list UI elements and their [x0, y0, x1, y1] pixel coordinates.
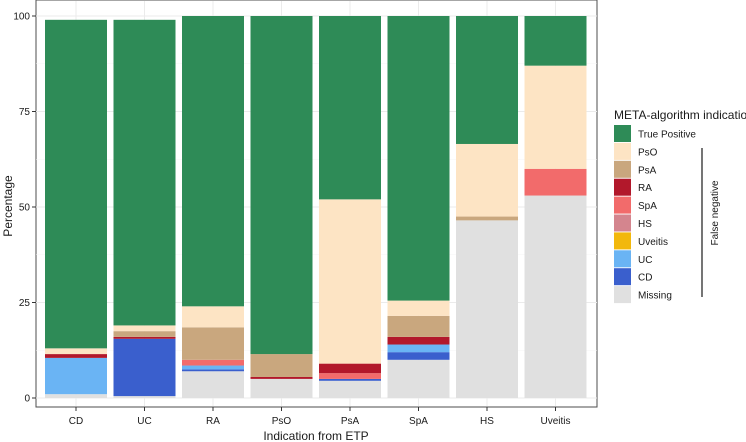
bar-segment — [250, 354, 313, 377]
y-tick-label: 100 — [13, 12, 30, 23]
bar-segment — [113, 19, 176, 326]
x-tick-label: PsA — [341, 416, 360, 427]
legend-swatch — [614, 125, 631, 142]
bar-segment — [250, 16, 313, 355]
bar-segment — [45, 348, 107, 355]
bar-segment — [319, 378, 381, 381]
legend-label: UC — [638, 255, 652, 266]
bar-segment — [387, 16, 450, 301]
bar-segment — [113, 336, 176, 339]
bar-segment — [319, 373, 381, 379]
bar-segment — [182, 327, 244, 360]
bar-segment — [387, 300, 450, 316]
bar-segment — [524, 65, 587, 169]
legend-swatch — [614, 250, 631, 268]
bar-segment — [456, 143, 518, 217]
legend-swatch — [614, 196, 631, 214]
x-tick-label: Uveitis — [540, 416, 570, 427]
y-tick-label: 25 — [19, 298, 31, 309]
legend-label: True Positive — [638, 130, 696, 141]
legend-label: PsO — [638, 147, 658, 158]
legend-swatch — [614, 286, 631, 304]
legend: META-algorithm indication False negative… — [614, 108, 746, 304]
legend-title: META-algorithm indication — [614, 108, 746, 122]
bar-segment — [387, 352, 450, 360]
legend-bracket-label: False negative — [710, 180, 721, 245]
x-tick-label: CD — [69, 416, 83, 427]
bar-segment — [456, 220, 518, 398]
bar-segment — [45, 357, 107, 395]
bar-segment — [45, 354, 107, 358]
legend-swatch — [614, 178, 631, 196]
legend-label: RA — [638, 183, 652, 194]
x-axis-title: Indication from ETP — [263, 429, 368, 442]
legend-label: Missing — [638, 291, 672, 302]
legend-swatch — [614, 214, 631, 232]
x-tick-label: HS — [480, 416, 494, 427]
x-axis: CD UC RA PsO PsA SpA HS Uveitis — [69, 407, 571, 427]
bar-segment — [387, 359, 450, 398]
x-tick-label: UC — [137, 416, 151, 427]
bar-segment — [319, 380, 381, 398]
y-tick-label: 50 — [19, 203, 31, 214]
bar-segment — [524, 168, 587, 196]
bars — [45, 16, 587, 398]
y-tick-label: 75 — [19, 107, 31, 118]
bar-segment — [456, 216, 518, 221]
legend-swatch — [614, 232, 631, 250]
bar-segment — [182, 371, 244, 398]
bar-segment — [182, 306, 244, 328]
bar-segment — [456, 16, 518, 144]
legend-label: HS — [638, 219, 652, 230]
bar-segment — [182, 16, 244, 307]
bar-segment — [250, 376, 313, 379]
bar-segment — [387, 344, 450, 353]
bar-segment — [387, 336, 450, 345]
bar-segment — [387, 315, 450, 337]
legend-label: CD — [638, 273, 652, 284]
legend-label: Uveitis — [638, 237, 668, 248]
x-tick-label: SpA — [409, 416, 428, 427]
y-tick-label: 0 — [24, 394, 30, 405]
legend-swatch — [614, 268, 631, 286]
x-tick-label: PsO — [272, 416, 292, 427]
bar-segment — [182, 369, 244, 372]
bar-segment — [45, 19, 107, 349]
legend-swatch — [614, 160, 631, 178]
bar-segment — [524, 195, 587, 398]
y-axis-title: Percentage — [1, 175, 15, 237]
x-tick-label: RA — [206, 416, 220, 427]
bar-segment — [319, 199, 381, 364]
y-axis: 0 25 50 75 100 — [13, 12, 36, 405]
bar-segment — [524, 16, 587, 66]
bar-segment — [113, 331, 176, 337]
bar-segment — [182, 359, 244, 366]
legend-label: PsA — [638, 165, 657, 176]
bar-segment — [319, 16, 381, 200]
bar-segment — [45, 394, 107, 398]
bar-segment — [113, 338, 176, 397]
legend-swatch — [614, 142, 631, 160]
legend-label: SpA — [638, 201, 657, 212]
bar-segment — [113, 325, 176, 332]
bar-segment — [250, 378, 313, 398]
bar-segment — [113, 396, 176, 398]
bar-segment — [319, 363, 381, 374]
bar-segment — [182, 365, 244, 370]
